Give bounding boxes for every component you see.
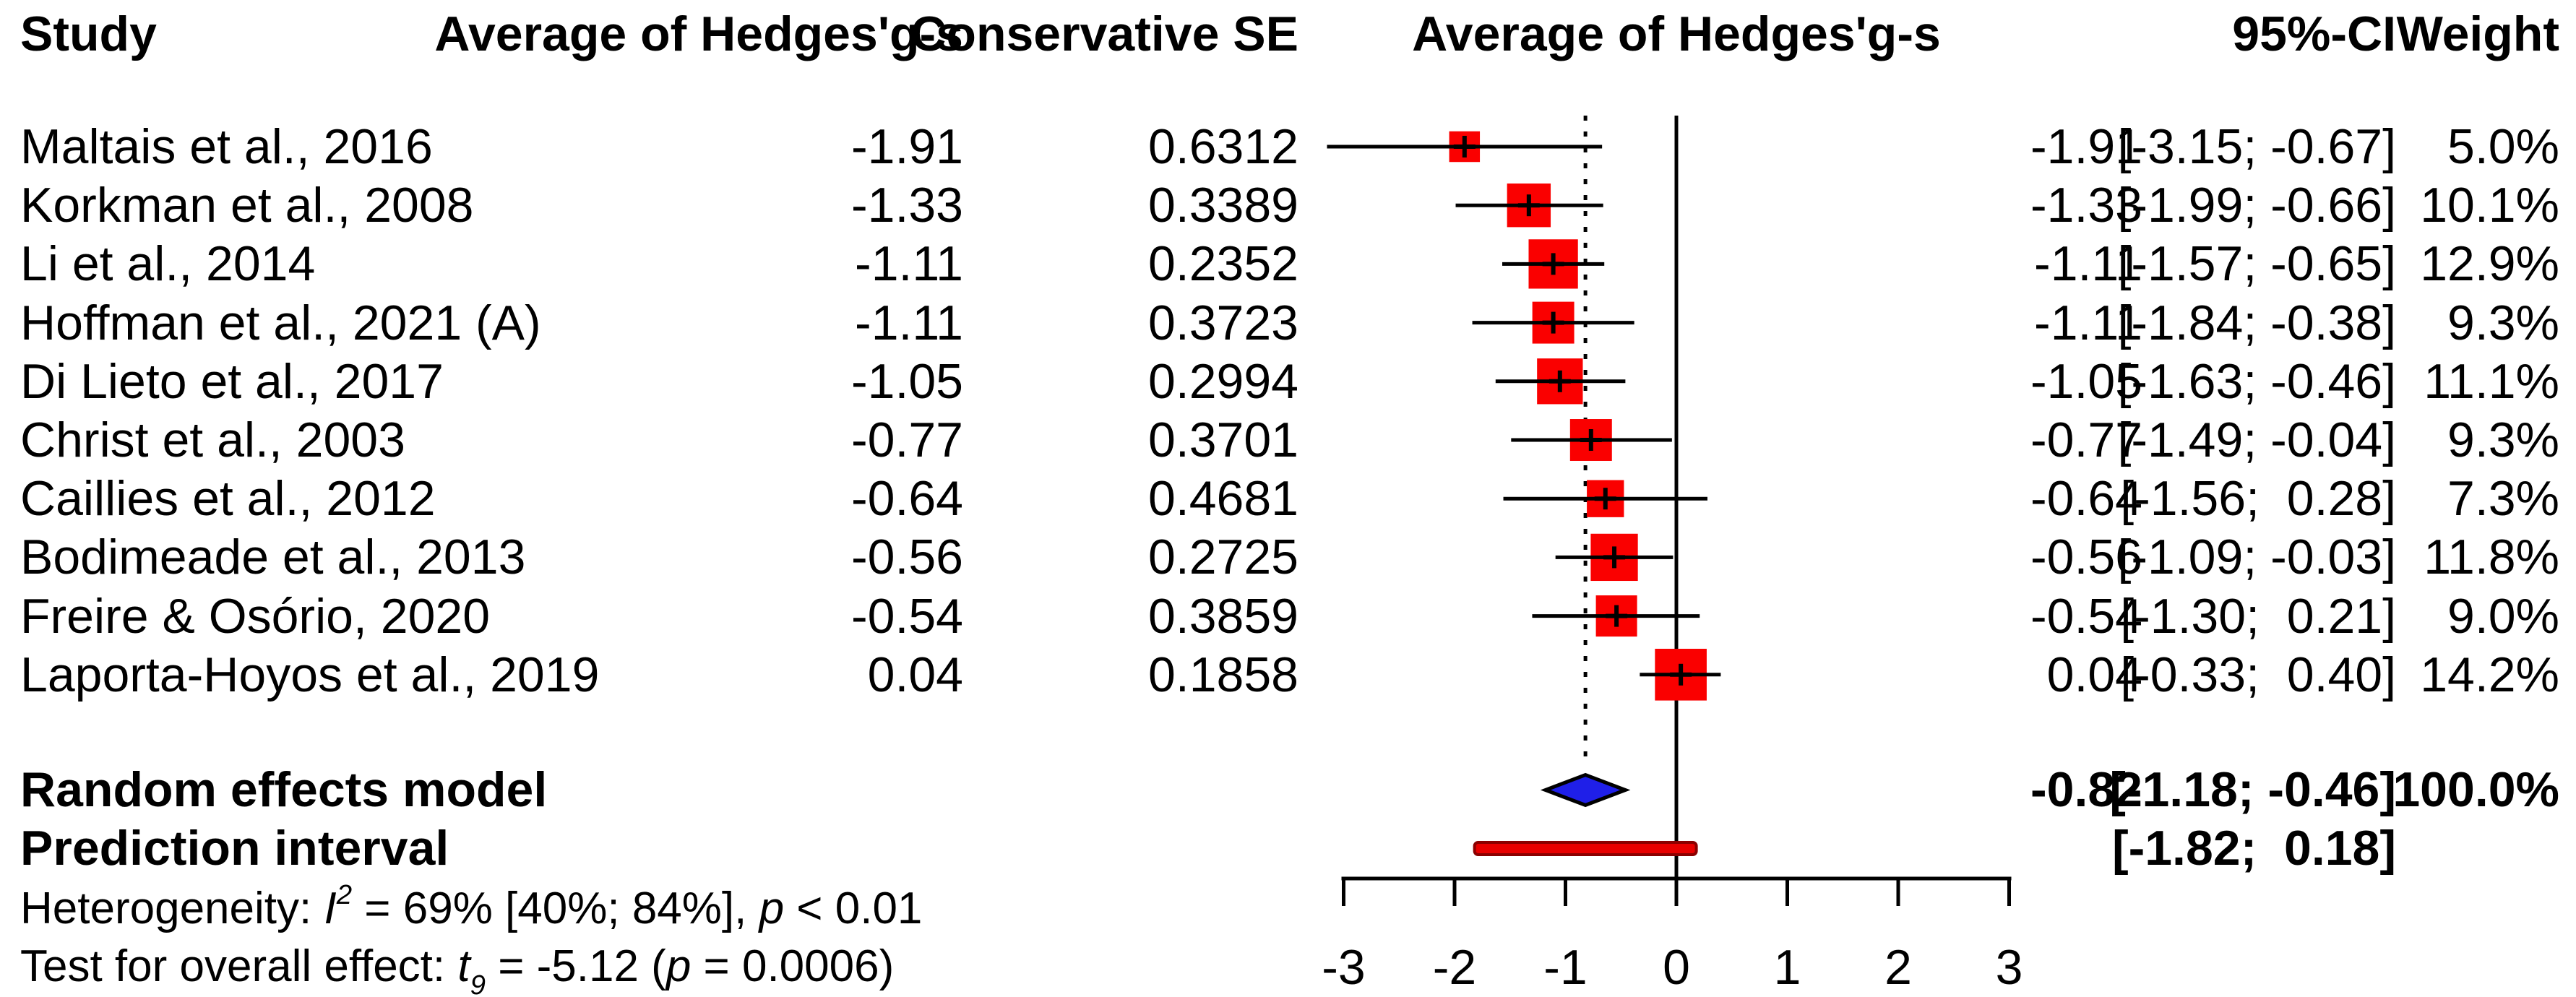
ci-effect-value: -0.64 — [2030, 471, 2142, 526]
ci-effect-value: -0.56 — [2030, 530, 2142, 584]
weight-value: 11.1% — [2424, 354, 2559, 409]
summary-weight: 100.0% — [2392, 762, 2559, 817]
footnote-part: 9 — [470, 970, 486, 997]
weight-value: 10.1% — [2420, 178, 2559, 233]
footnote-part: p — [665, 941, 692, 991]
effect-value: -1.11 — [855, 236, 963, 291]
footnote-part: = -5.12 ( — [485, 941, 666, 991]
footnote-part: = 0.0006) — [691, 941, 895, 991]
effect-value: -0.54 — [851, 589, 963, 644]
effect-value: -1.05 — [851, 354, 963, 409]
axis-tick-label: 3 — [1996, 940, 2023, 995]
ci-effect-value: -1.11 — [2034, 236, 2142, 291]
study-label: Maltais et al., 2016 — [20, 119, 433, 174]
ci-value: [-0.33; 0.40] — [2120, 647, 2396, 702]
ci-value: [-1.09; -0.03] — [2117, 530, 2396, 584]
se-value: 0.1858 — [1148, 647, 1298, 702]
col-header-ci: 95%-CI — [2232, 7, 2396, 61]
ci-value: [-1.30; 0.21] — [2120, 589, 2396, 644]
footnote-part: p — [759, 884, 785, 933]
axis-tick-label: -3 — [1322, 940, 1365, 995]
axis-tick-label: 1 — [1774, 940, 1801, 995]
study-label: Korkman et al., 2008 — [20, 178, 474, 233]
overall-effect-note: Test for overall effect: t9 = -5.12 (p =… — [20, 939, 895, 997]
effect-value: -0.56 — [851, 530, 963, 584]
ci-effect-value: -1.05 — [2030, 354, 2142, 409]
footnote-part: I — [324, 884, 337, 933]
footnote-part: 2 — [336, 879, 353, 910]
ci-effect-value: -1.33 — [2030, 178, 2142, 233]
se-value: 0.3723 — [1148, 295, 1298, 350]
axis-tick-label: 2 — [1884, 940, 1912, 995]
ci-effect-value: -1.91 — [2030, 119, 2142, 174]
ci-value: [-3.15; -0.67] — [2117, 119, 2396, 174]
col-header-weight: Weight — [2396, 7, 2559, 61]
effect-value: -1.33 — [851, 178, 963, 233]
se-value: 0.3701 — [1148, 413, 1298, 467]
study-label: Hoffman et al., 2021 (A) — [20, 295, 541, 350]
weight-value: 9.3% — [2447, 413, 2559, 467]
footnote-part: < 0.01 — [784, 884, 923, 933]
effect-value: -1.91 — [851, 119, 963, 174]
se-value: 0.3859 — [1148, 589, 1298, 644]
summary-label: Random effects model — [20, 762, 548, 817]
se-value: 0.6312 — [1148, 119, 1298, 174]
study-label: Freire & Osório, 2020 — [20, 589, 491, 644]
study-label: Bodimeade et al., 2013 — [20, 530, 526, 584]
prediction-label: Prediction interval — [20, 821, 449, 876]
study-label: Li et al., 2014 — [20, 236, 316, 291]
heterogeneity-note: Heterogeneity: I2 = 69% [40%; 84%], p < … — [20, 881, 922, 936]
ci-value: [-1.49; -0.04] — [2117, 413, 2396, 467]
ci-value: [-1.99; -0.66] — [2117, 178, 2396, 233]
axis-tick-label: -1 — [1543, 940, 1587, 995]
col-header-effect: Average of Hedges'g-s — [434, 7, 963, 61]
prediction-ci: [-1.82; 0.18] — [2111, 821, 2396, 876]
col-header-study: Study — [20, 7, 157, 61]
ci-effect-value: -0.77 — [2030, 413, 2142, 467]
effect-value: -0.64 — [851, 471, 963, 526]
se-value: 0.2994 — [1148, 354, 1298, 409]
effect-value: -0.77 — [851, 413, 963, 467]
ci-effect-value: -1.11 — [2034, 295, 2142, 350]
footnote-part: t — [457, 941, 470, 991]
col-header-se: Conservative SE — [910, 7, 1298, 61]
prediction-interval-bar — [1473, 841, 1698, 856]
study-label: Caillies et al., 2012 — [20, 471, 436, 526]
footnote-part: Heterogeneity: — [20, 884, 324, 933]
col-header-plot: Average of Hedges'g-s — [1412, 7, 1941, 61]
se-value: 0.4681 — [1148, 471, 1298, 526]
ci-value: [-1.84; -0.38] — [2117, 295, 2396, 350]
summary-estimate: -0.82 — [2030, 762, 2142, 817]
weight-value: 9.0% — [2447, 589, 2559, 644]
ci-effect-value: -0.54 — [2030, 589, 2142, 644]
weight-value: 5.0% — [2447, 119, 2559, 174]
axis-tick-label: -2 — [1433, 940, 1476, 995]
footnote-part: = 69% [40%; 84%], — [352, 884, 759, 933]
se-value: 0.2352 — [1148, 236, 1298, 291]
summary-diamond — [1540, 772, 1631, 808]
axis-tick-label: 0 — [1663, 940, 1690, 995]
weight-value: 14.2% — [2420, 647, 2559, 702]
effect-value: 0.04 — [867, 647, 963, 702]
study-label: Laporta-Hoyos et al., 2019 — [20, 647, 600, 702]
study-label: Di Lieto et al., 2017 — [20, 354, 444, 409]
study-label: Christ et al., 2003 — [20, 413, 405, 467]
weight-value: 12.9% — [2420, 236, 2559, 291]
effect-value: -1.11 — [855, 295, 963, 350]
se-value: 0.3389 — [1148, 178, 1298, 233]
ci-value: [-1.63; -0.46] — [2117, 354, 2396, 409]
footnote-part: Test for overall effect: — [20, 941, 458, 991]
weight-value: 7.3% — [2447, 471, 2559, 526]
ci-effect-value: 0.04 — [2046, 647, 2142, 702]
ci-value: [-1.56; 0.28] — [2120, 471, 2396, 526]
se-value: 0.2725 — [1148, 530, 1298, 584]
weight-value: 9.3% — [2447, 295, 2559, 350]
weight-value: 11.8% — [2424, 530, 2559, 584]
summary-ci: [-1.18; -0.46] — [2109, 762, 2396, 817]
ci-value: [-1.57; -0.65] — [2117, 236, 2396, 291]
